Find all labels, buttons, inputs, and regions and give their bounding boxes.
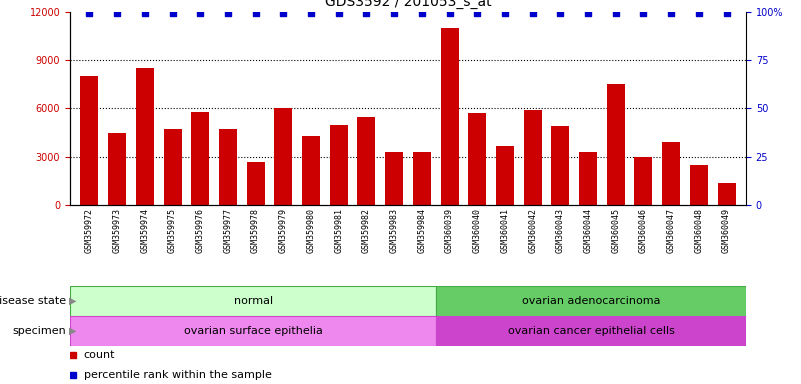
Bar xyxy=(357,116,376,205)
Bar xyxy=(441,28,458,205)
Text: ovarian cancer epithelial cells: ovarian cancer epithelial cells xyxy=(508,326,674,336)
Bar xyxy=(634,157,653,205)
Bar xyxy=(70,316,437,346)
Text: disease state: disease state xyxy=(0,296,66,306)
Bar xyxy=(136,68,154,205)
Text: normal: normal xyxy=(234,296,272,306)
Bar xyxy=(437,316,746,346)
Bar xyxy=(437,286,746,316)
Bar xyxy=(191,112,209,205)
Bar xyxy=(662,142,680,205)
Bar xyxy=(108,132,126,205)
Text: ovarian adenocarcinoma: ovarian adenocarcinoma xyxy=(521,296,660,306)
Bar xyxy=(607,84,625,205)
Bar xyxy=(247,162,264,205)
Bar xyxy=(330,124,348,205)
Text: ▶: ▶ xyxy=(69,296,77,306)
Bar xyxy=(690,165,708,205)
Bar xyxy=(579,152,597,205)
Bar xyxy=(718,183,735,205)
Bar xyxy=(302,136,320,205)
Bar xyxy=(163,129,182,205)
Bar xyxy=(469,113,486,205)
Bar xyxy=(551,126,570,205)
Text: ▶: ▶ xyxy=(69,326,77,336)
Text: ovarian surface epithelia: ovarian surface epithelia xyxy=(183,326,323,336)
Bar xyxy=(219,129,237,205)
Bar xyxy=(70,286,437,316)
Title: GDS3592 / 201053_s_at: GDS3592 / 201053_s_at xyxy=(324,0,491,9)
Text: percentile rank within the sample: percentile rank within the sample xyxy=(83,370,272,380)
Bar xyxy=(274,108,292,205)
Bar xyxy=(524,110,541,205)
Bar xyxy=(413,152,431,205)
Bar xyxy=(385,152,403,205)
Bar xyxy=(80,76,99,205)
Text: specimen: specimen xyxy=(12,326,66,336)
Bar xyxy=(496,146,514,205)
Text: count: count xyxy=(83,350,115,360)
